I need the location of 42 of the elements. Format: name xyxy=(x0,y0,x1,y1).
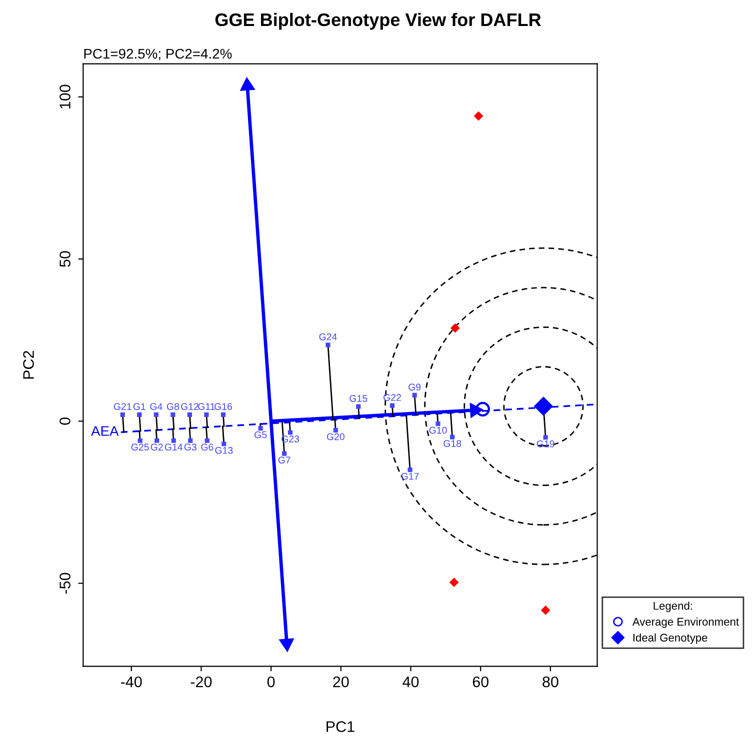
data-label: G7 xyxy=(278,456,290,464)
x-tick-label: 20 xyxy=(333,676,349,688)
chart-title: GGE Biplot-Genotype View for DAFLR xyxy=(215,12,541,30)
data-label: G20 xyxy=(326,433,344,440)
data-label: G18 xyxy=(444,440,462,447)
data-label: G25 xyxy=(131,444,149,451)
series-label: AEA xyxy=(91,426,119,436)
x-tick-label: 0 xyxy=(267,676,275,688)
x-tick-label: 40 xyxy=(402,676,419,688)
x-axis-title: PC1 xyxy=(326,721,354,732)
x-tick-label: 60 xyxy=(472,676,488,688)
x-tick-label: 80 xyxy=(542,676,558,688)
data-label: G17 xyxy=(401,472,419,480)
chart-subtitle: PC1=92.5%; PC2=4.2% xyxy=(84,48,232,60)
data-label: G2 xyxy=(150,444,163,451)
data-label: G1 xyxy=(133,403,146,410)
x-tick-label: -40 xyxy=(120,676,142,688)
data-label: G4 xyxy=(150,403,162,410)
data-label: G5 xyxy=(254,431,267,438)
data-label: G16 xyxy=(214,403,232,410)
x-tick-label: -20 xyxy=(190,676,212,688)
y-tick-label: 100 xyxy=(60,84,70,108)
y-tick-label: -50 xyxy=(60,572,70,594)
data-label: G22 xyxy=(384,394,401,401)
data-label: G12 xyxy=(180,403,198,410)
legend-label: Average Environment xyxy=(632,618,739,628)
data-label: G21 xyxy=(114,403,132,410)
data-label: G10 xyxy=(429,426,447,434)
data-label: G3 xyxy=(184,444,196,451)
legend-title: Legend: xyxy=(654,602,692,612)
data-label: G11 xyxy=(198,403,215,410)
data-label: G13 xyxy=(215,446,233,454)
y-axis-title: PC2 xyxy=(23,350,34,379)
y-tick-label: 50 xyxy=(60,251,70,267)
data-label: G15 xyxy=(350,394,368,402)
data-label: G8 xyxy=(166,403,179,410)
data-label: G9 xyxy=(408,384,421,391)
data-label: G24 xyxy=(319,333,337,340)
data-label: G14 xyxy=(164,444,183,451)
data-label: G6 xyxy=(201,444,214,451)
y-tick-label: 0 xyxy=(60,418,70,425)
legend-label: Ideal Genotype xyxy=(633,633,708,644)
